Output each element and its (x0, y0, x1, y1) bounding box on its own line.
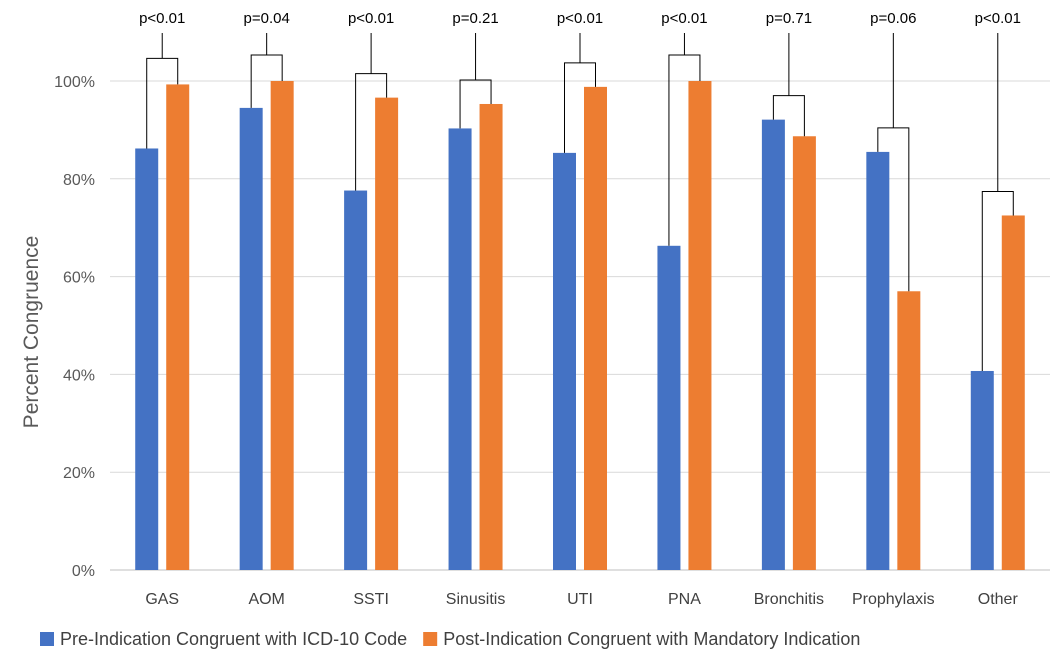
bars (135, 81, 1025, 571)
bar-post-indication (375, 97, 399, 570)
p-value-label: p<0.01 (557, 10, 603, 27)
legend-swatch-pre (40, 632, 54, 646)
bar-pre-indication (970, 370, 994, 570)
y-tick-label: 0% (72, 563, 95, 580)
y-axis-title: Percent Congruence (20, 236, 43, 429)
p-value-label: p<0.01 (661, 10, 707, 27)
bar-pre-indication (657, 245, 681, 570)
bar-pre-indication (344, 190, 368, 570)
p-value-label: p=0.04 (244, 10, 290, 27)
p-value-label: p=0.06 (870, 10, 916, 27)
category-label: Bronchitis (754, 591, 824, 608)
legend-label-pre: Pre-Indication Congruent with ICD-10 Cod… (60, 629, 407, 649)
bar-post-indication (1001, 215, 1025, 570)
p-value-label: p<0.01 (975, 10, 1021, 27)
y-tick-label: 40% (63, 367, 95, 384)
bar-post-indication (166, 84, 190, 570)
category-label: UTI (567, 591, 593, 608)
bar-post-indication (270, 81, 294, 570)
significance-brackets: p<0.01 p=0.04 p<0.01 p=0.21 p<0.01 p<0.01 p=0.… (139, 10, 1021, 371)
category-label: SSTI (353, 591, 389, 608)
bar-post-indication (897, 291, 921, 570)
p-value-label: p=0.21 (452, 10, 498, 27)
category-label: Other (978, 591, 1019, 608)
p-value-label: p<0.01 (348, 10, 394, 27)
y-tick-label: 80% (63, 172, 95, 189)
bar-pre-indication (448, 128, 472, 571)
category-label: Prophylaxis (852, 591, 935, 608)
legend-label-post: Post-Indication Congruent with Mandatory… (443, 629, 860, 649)
y-tick-label: 100% (54, 74, 95, 91)
bar-post-indication (792, 136, 816, 570)
legend: Pre-Indication Congruent with ICD-10 Cod… (40, 629, 860, 649)
category-label: PNA (668, 591, 701, 608)
bar-pre-indication (553, 152, 576, 570)
bar-post-indication (584, 86, 607, 571)
category-label: AOM (248, 591, 284, 608)
bar-pre-indication (135, 148, 159, 570)
category-label: Sinusitis (446, 591, 506, 608)
y-axis-ticks: 0% 20% 40% 60% 80% 100% (54, 74, 95, 580)
category-label: GAS (145, 591, 179, 608)
p-value-label: p=0.71 (766, 10, 812, 27)
y-tick-label: 20% (63, 465, 95, 482)
bar-pre-indication (761, 119, 785, 571)
p-value-label: p<0.01 (139, 10, 185, 27)
bar-post-indication (479, 103, 503, 570)
bar-post-indication (688, 81, 712, 570)
bar-pre-indication (239, 107, 263, 571)
legend-swatch-post (423, 632, 438, 646)
x-axis-categories: GAS AOM SSTI Sinusitis UTI PNA Bronchitis Proph… (145, 591, 1018, 608)
gridlines (110, 80, 1050, 571)
y-tick-label: 60% (63, 270, 95, 287)
bar-pre-indication (866, 151, 890, 570)
